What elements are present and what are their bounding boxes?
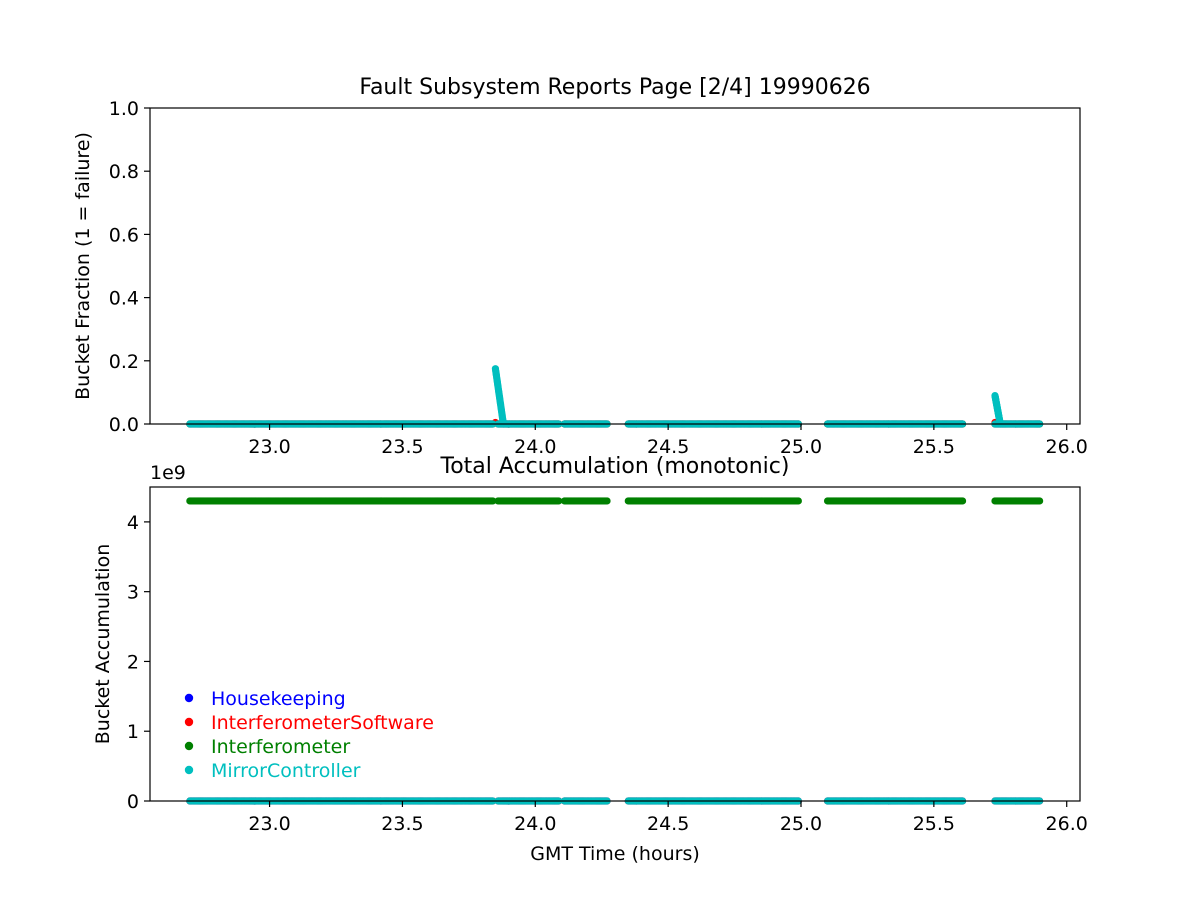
accumulation-points xyxy=(186,497,1044,805)
data-point xyxy=(603,497,611,505)
x-tick-label: 23.0 xyxy=(248,436,290,458)
y-tick-label: 0.2 xyxy=(109,351,139,373)
fault-fraction-ticks: 23.0 23.5 24.0 24.5 25.0 25.5 26.00.00.20.40.6… xyxy=(109,98,1088,458)
y-tick-label: 0.6 xyxy=(109,224,139,246)
y-tick-label: 0.8 xyxy=(109,161,139,183)
data-point xyxy=(794,497,802,505)
x-tick-label: 26.0 xyxy=(1046,436,1088,458)
fault-fraction-title: Fault Subsystem Reports Page [2/4] 19990… xyxy=(359,75,870,100)
y-tick-label: 0.4 xyxy=(109,288,139,310)
x-tick-label: 23.5 xyxy=(381,436,423,458)
fault-fraction-axes: 23.0 23.5 24.0 24.5 25.0 25.5 26.00.00.20.40.6… xyxy=(72,75,1088,458)
y-tick-label: 0.0 xyxy=(109,414,139,436)
y-tick-label: 1.0 xyxy=(109,98,139,120)
fault-fraction-y-axis-label: Bucket Fraction (1 = failure) xyxy=(72,132,94,400)
fault-fraction-points xyxy=(186,365,1044,428)
fault-fraction-frame xyxy=(149,107,1081,425)
x-tick-label: 25.5 xyxy=(913,436,955,458)
